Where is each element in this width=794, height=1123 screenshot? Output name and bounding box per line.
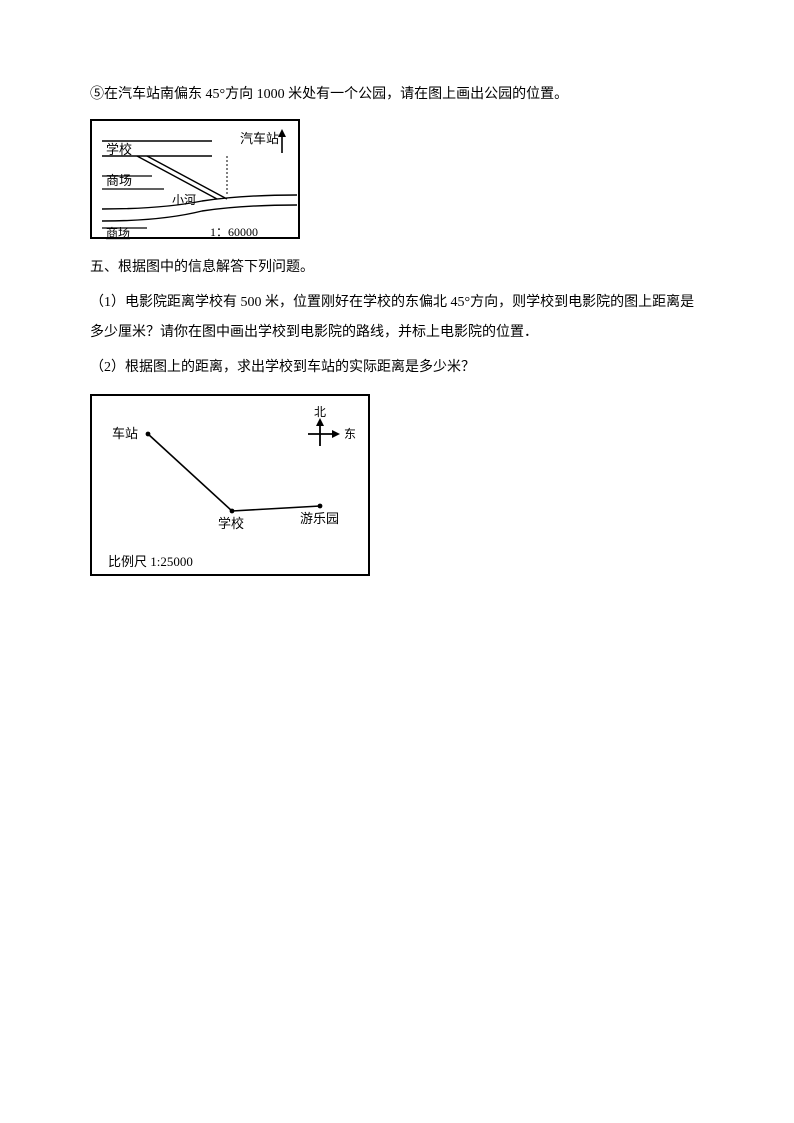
- diagram-2-map: 车站 北 东 学校 游乐园 比例尺 1:25000: [90, 394, 370, 576]
- north-arrow-head: [278, 129, 286, 137]
- label-north: 北: [314, 405, 326, 419]
- diagram-1-map: 学校 汽车站 商场 小河 商场 1：60000: [90, 119, 300, 239]
- label-market: 商场: [106, 225, 130, 240]
- line-station-school: [148, 434, 232, 511]
- label-station: 车站: [112, 426, 138, 441]
- label-east: 东: [344, 427, 356, 441]
- section-5-heading: 五、根据图中的信息解答下列问题。: [90, 253, 704, 284]
- diagram-2-scale: 比例尺 1:25000: [108, 554, 193, 569]
- section-5-q1: （1）电影院距离学校有 500 米，位置刚好在学校的东偏北 45°方向，则学校到…: [90, 288, 704, 350]
- label-school-2: 学校: [218, 516, 244, 531]
- label-mall: 商场: [106, 173, 132, 188]
- river-top: [102, 195, 297, 209]
- label-school: 学校: [106, 142, 132, 157]
- compass-east-head: [332, 430, 340, 438]
- compass-north-head: [316, 418, 324, 426]
- label-river: 小河: [172, 193, 196, 207]
- diagram-1-scale: 1：60000: [210, 225, 258, 239]
- question-5-text: ⑤在汽车站南偏东 45°方向 1000 米处有一个公园，请在图上画出公园的位置。: [90, 80, 704, 111]
- label-bus-station: 汽车站: [240, 131, 279, 146]
- label-park: 游乐园: [300, 511, 339, 526]
- diagram-2-svg: 车站 北 东 学校 游乐园 比例尺 1:25000: [92, 396, 372, 578]
- river-bottom: [102, 205, 297, 221]
- point-park: [318, 504, 323, 509]
- section-5-q2: （2）根据图上的距离，求出学校到车站的实际距离是多少米？: [90, 353, 704, 384]
- point-school: [230, 509, 235, 514]
- diagram-1-svg: 学校 汽车站 商场 小河 商场 1：60000: [92, 121, 302, 241]
